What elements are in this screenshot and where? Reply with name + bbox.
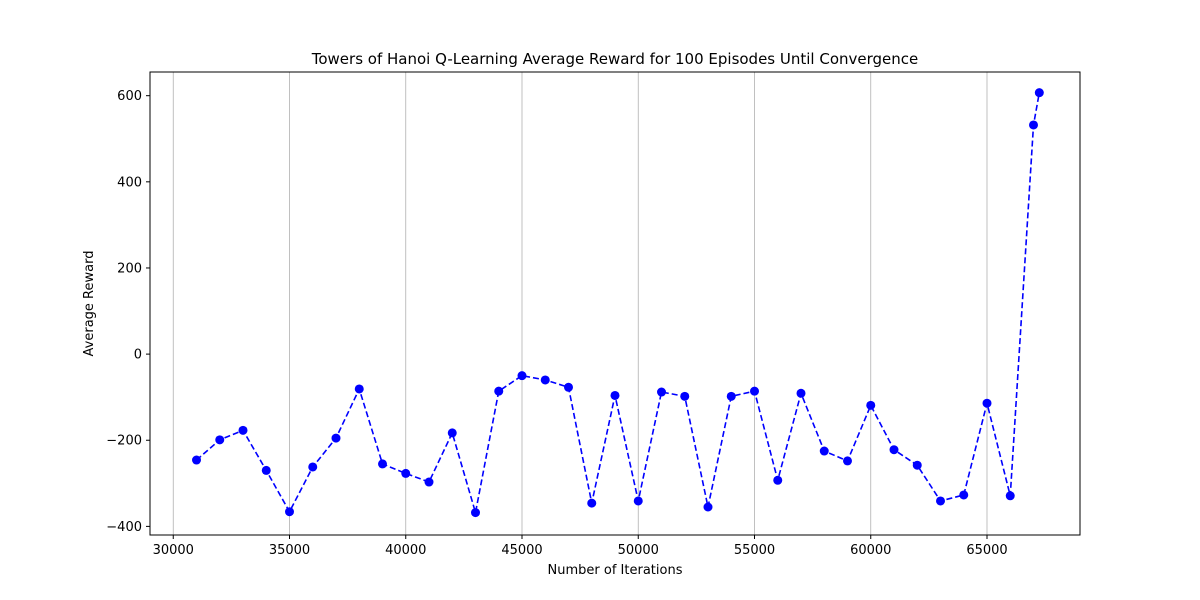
- series-line: [195, 92, 1041, 514]
- data-point: [610, 390, 620, 400]
- data-point: [285, 507, 294, 517]
- data-point: [936, 496, 945, 506]
- y-tick-label: −200: [106, 434, 142, 449]
- data-point: [889, 445, 899, 455]
- data-point: [1029, 120, 1038, 130]
- y-tick-label: −400: [106, 520, 142, 535]
- x-tick-label: 35000: [269, 543, 310, 558]
- y-tick-label: 200: [117, 261, 142, 276]
- data-point: [192, 455, 201, 465]
- data-point: [959, 490, 969, 500]
- data-point: [401, 468, 411, 478]
- data-point: [982, 398, 992, 408]
- data-point: [494, 386, 504, 396]
- x-tick-label: 50000: [618, 543, 659, 558]
- data-point: [215, 435, 225, 445]
- data-point: [238, 425, 248, 435]
- data-point: [657, 387, 666, 397]
- data-point: [564, 382, 573, 392]
- x-axis-label: Number of Iterations: [548, 563, 683, 578]
- data-point: [517, 371, 527, 381]
- y-tick-label: 0: [134, 348, 142, 363]
- data-point: [866, 400, 876, 410]
- data-point: [750, 386, 759, 396]
- y-tick-label: 600: [117, 89, 142, 104]
- plot-frame: [149, 71, 1081, 536]
- data-point: [843, 456, 852, 466]
- data-point: [680, 391, 690, 401]
- data-point: [912, 460, 922, 470]
- y-axis-label: Average Reward: [82, 251, 97, 357]
- data-point: [796, 388, 806, 398]
- y-tick-label: 400: [117, 175, 142, 190]
- tick-layer: 30000 35000 40000 45000 50000 55000 60000 65000…: [106, 89, 1007, 558]
- data-point: [261, 465, 271, 475]
- data-point: [703, 502, 713, 512]
- data-point: [471, 508, 480, 518]
- data-point: [587, 498, 597, 508]
- x-tick-label: 60000: [850, 543, 891, 558]
- data-point: [447, 428, 457, 438]
- data-point: [819, 446, 829, 456]
- data-point: [308, 462, 318, 472]
- data-point: [354, 384, 364, 394]
- x-tick-label: 30000: [153, 543, 194, 558]
- data-point: [1034, 88, 1044, 98]
- data-point: [424, 477, 434, 487]
- grid-layer: [172, 72, 988, 535]
- data-point: [726, 391, 736, 401]
- chart-title: Towers of Hanoi Q-Learning Average Rewar…: [311, 50, 919, 68]
- x-tick-label: 55000: [734, 543, 775, 558]
- x-tick-label: 45000: [501, 543, 542, 558]
- x-tick-label: 40000: [385, 543, 426, 558]
- x-tick-label: 65000: [966, 543, 1007, 558]
- data-point: [773, 475, 783, 485]
- data-point: [540, 375, 550, 385]
- data-point: [633, 496, 643, 506]
- data-point: [1005, 491, 1015, 501]
- series-layer: [192, 88, 1044, 518]
- data-point: [331, 433, 341, 443]
- data-point: [378, 459, 387, 469]
